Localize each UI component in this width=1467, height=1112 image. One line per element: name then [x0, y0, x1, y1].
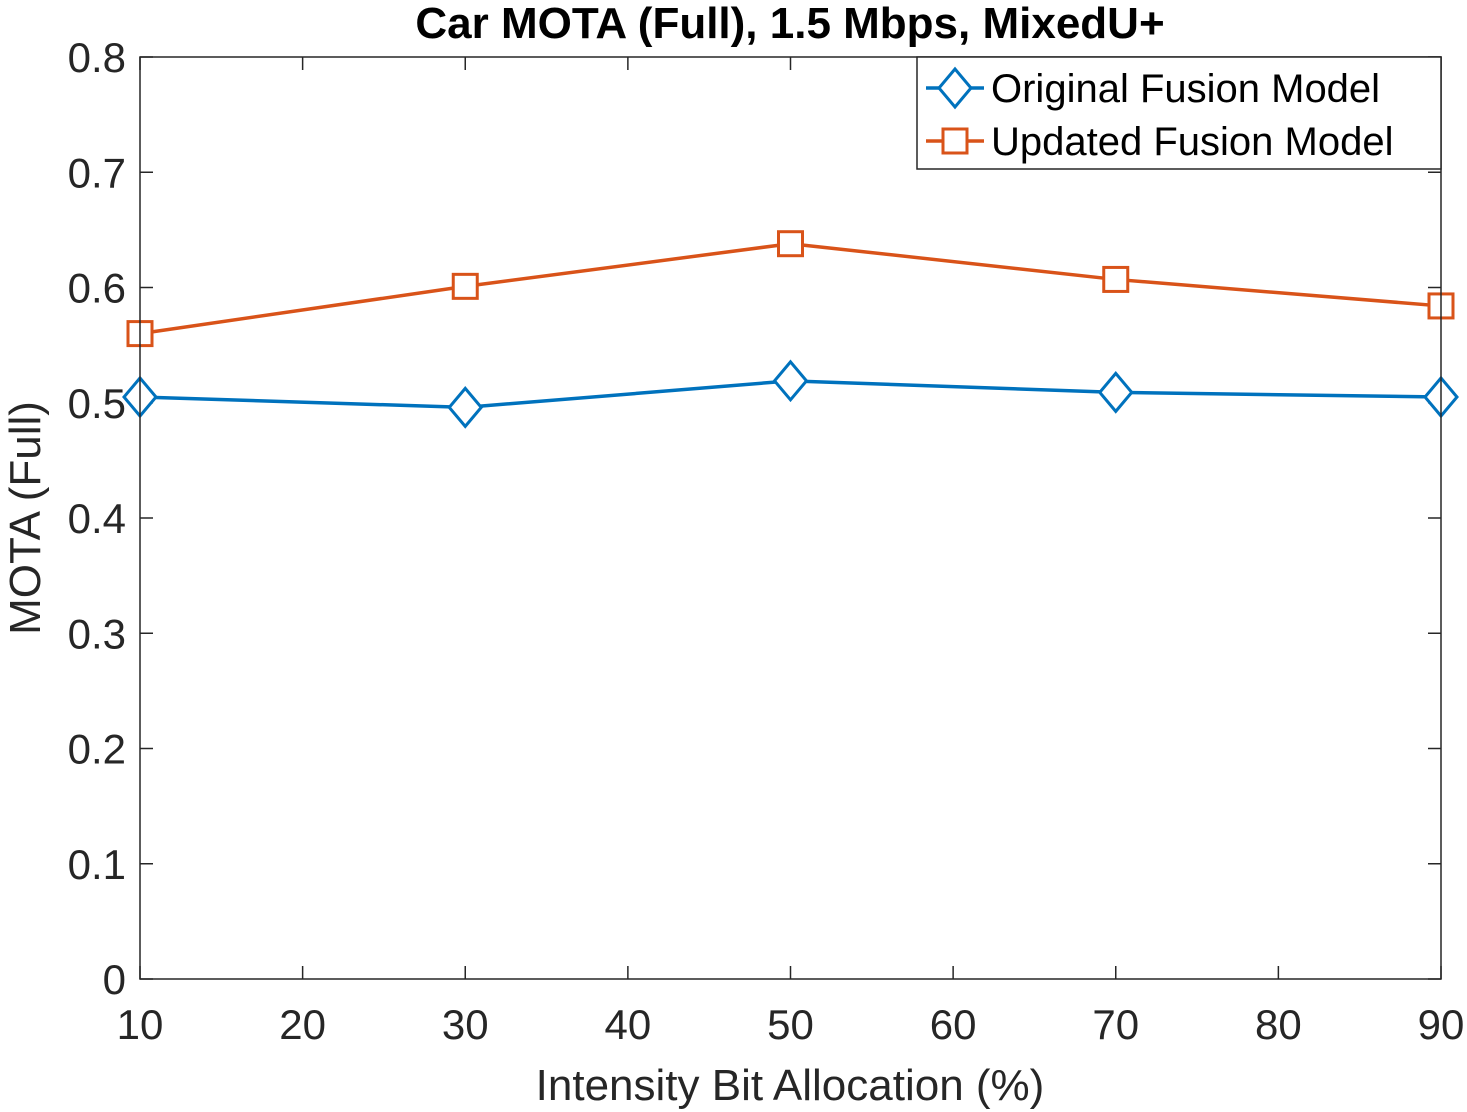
x-tick-label: 70 — [1092, 1001, 1139, 1048]
chart-title: Car MOTA (Full), 1.5 Mbps, MixedU+ — [415, 0, 1164, 48]
y-tick-label: 0 — [103, 956, 126, 1003]
y-tick-label: 0.6 — [68, 265, 126, 312]
x-tick-label: 40 — [605, 1001, 652, 1048]
y-tick-label: 0.5 — [68, 380, 126, 427]
data-point-updated-fusion-model — [777, 230, 804, 258]
y-tick-label: 0.8 — [68, 34, 126, 81]
data-point-original-fusion-model — [1097, 371, 1134, 414]
data-point-updated-fusion-model — [1102, 265, 1130, 293]
x-tick-label: 60 — [930, 1001, 977, 1048]
x-tick-label: 90 — [1418, 1001, 1465, 1048]
legend-label-updated-fusion-model: Updated Fusion Model — [991, 120, 1393, 164]
legend-marker-updated-fusion-model — [941, 127, 969, 155]
legend: Original Fusion Model Updated Fusion Mode… — [916, 56, 1442, 170]
x-tick-label: 10 — [117, 1001, 164, 1048]
x-tick-label: 20 — [279, 1001, 326, 1048]
legend-label-original-fusion-model: Original Fusion Model — [991, 67, 1380, 111]
y-tick-label: 0.3 — [68, 610, 126, 657]
x-tick-label: 30 — [442, 1001, 489, 1048]
legend-box — [916, 56, 1442, 170]
x-tick-label: 50 — [767, 1001, 814, 1048]
y-tick-label: 0.2 — [68, 726, 126, 773]
y-tick-label: 0.4 — [68, 495, 126, 542]
x-tick-label: 80 — [1255, 1001, 1302, 1048]
plot-area — [140, 57, 1441, 979]
legend-items: Original Fusion Model Updated Fusion Mode… — [926, 66, 1393, 164]
axes-box — [139, 56, 1442, 980]
data-point-original-fusion-model — [772, 359, 809, 403]
x-axis-label: Intensity Bit Allocation (%) — [536, 1061, 1045, 1110]
data-point-updated-fusion-model — [451, 272, 479, 300]
legend-marker-original-fusion-model — [937, 66, 973, 110]
tick-labels: 10 20 30 40 50 60 70 80 90 0 0.1 0.2 0.3 0.4 0.5 0.6 0.7… — [68, 34, 1465, 1048]
data-point-original-fusion-model — [447, 386, 484, 429]
y-tick-label: 0.7 — [68, 149, 126, 196]
y-tick-label: 0.1 — [68, 841, 126, 888]
series-group — [122, 230, 1459, 429]
y-axis-label: MOTA (Full) — [1, 401, 50, 635]
